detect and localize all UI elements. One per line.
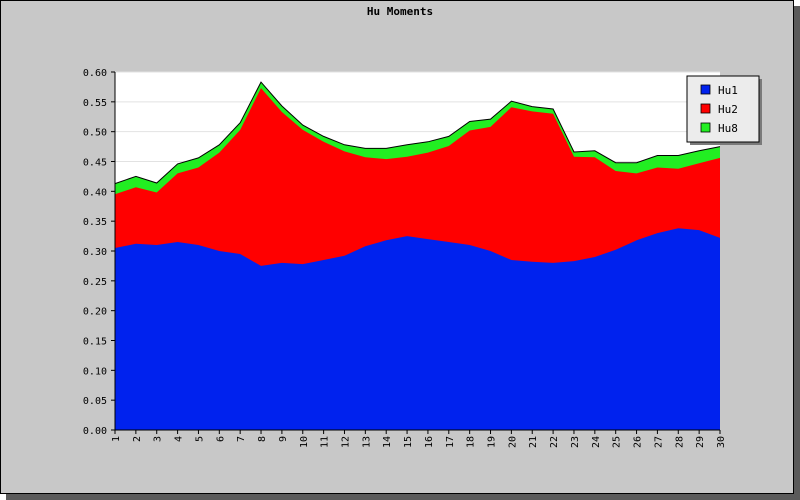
x-tick-label: 30 (716, 436, 727, 448)
x-tick-label: 23 (570, 436, 581, 448)
x-tick-label: 15 (403, 436, 414, 448)
y-tick-label: 0.00 (83, 426, 107, 437)
legend-box (686, 75, 760, 143)
x-tick-label: 3 (153, 436, 164, 442)
x-tick-label: 13 (361, 436, 372, 448)
x-tick-label: 10 (299, 436, 310, 448)
y-tick-label: 0.15 (83, 337, 107, 348)
x-tick-label: 5 (194, 436, 205, 442)
x-tick-label: 20 (507, 436, 518, 448)
x-tick-label: 26 (633, 436, 644, 448)
frame-shadow-bottom (6, 494, 800, 500)
x-tick-label: 2 (132, 436, 143, 442)
legend-swatch-hu2 (700, 103, 711, 114)
axes: 0.00 0.05 0.10 0.15 0.20 0.25 0.30 0.35 0.40 0.45… (83, 68, 727, 448)
x-tick-label: 24 (591, 436, 602, 448)
x-tick-label: 29 (695, 436, 706, 448)
x-tick-label: 18 (466, 436, 477, 448)
x-tick-label: 4 (174, 436, 185, 442)
area-hu1 (115, 228, 720, 430)
x-tick-label: 16 (424, 436, 435, 448)
x-tick-label: 8 (257, 436, 268, 442)
y-tick-label: 0.55 (83, 98, 107, 109)
chart-title: Hu Moments (367, 5, 433, 18)
y-tick-label: 0.45 (83, 158, 107, 169)
x-tick-label: 9 (278, 436, 289, 442)
legend-label-hu2: Hu2 (718, 103, 738, 116)
y-tick-label: 0.10 (83, 366, 107, 377)
y-tick-label: 0.25 (83, 277, 107, 288)
y-tick-label: 0.40 (83, 187, 107, 198)
x-tick-label: 27 (653, 436, 664, 448)
x-tick-label: 6 (215, 436, 226, 442)
x-tick-label: 25 (612, 436, 623, 448)
x-tick-label: 11 (320, 436, 331, 448)
x-tick-label: 28 (674, 436, 685, 448)
x-tick-label: 17 (445, 436, 456, 448)
x-tick-label: 22 (549, 436, 560, 448)
area-layers (114, 81, 721, 430)
y-tick-label: 0.50 (83, 128, 107, 139)
legend-label-hu1: Hu1 (718, 84, 738, 97)
legend-swatch-hu1 (700, 84, 711, 95)
y-tick-label: 0.30 (83, 247, 107, 258)
frame-shadow-right (794, 6, 800, 500)
x-tick-label: 7 (236, 436, 247, 442)
x-tick-label: 19 (487, 436, 498, 448)
legend: Hu1 Hu2 Hu8 (686, 75, 762, 145)
y-tick-label: 0.35 (83, 217, 107, 228)
top-outline (114, 81, 721, 185)
x-tick-label: 12 (340, 436, 351, 448)
legend-swatch-hu8 (700, 122, 711, 133)
legend-label-hu8: Hu8 (718, 122, 738, 135)
y-tick-label: 0.60 (83, 68, 107, 79)
x-tick-label: 21 (528, 436, 539, 448)
y-tick-label: 0.20 (83, 307, 107, 318)
y-tick-label: 0.05 (83, 396, 107, 407)
x-tick-label: 1 (111, 436, 122, 442)
x-tick-label: 14 (382, 436, 393, 448)
